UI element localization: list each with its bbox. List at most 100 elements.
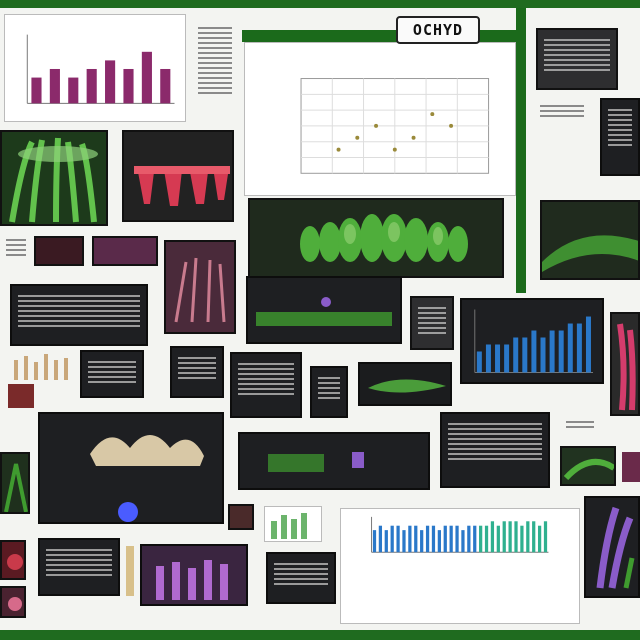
bar xyxy=(449,525,453,553)
bar xyxy=(378,525,383,553)
pink-plant-photo xyxy=(164,240,236,334)
mid-left-text-panel xyxy=(10,284,148,346)
bar xyxy=(531,330,537,373)
bar xyxy=(402,530,406,553)
plant-photo-green xyxy=(0,130,108,226)
bar xyxy=(576,323,582,373)
bar xyxy=(543,521,548,553)
center-left-text-panel xyxy=(170,346,224,398)
point xyxy=(374,123,379,128)
bar xyxy=(455,525,459,553)
bar xyxy=(443,525,447,553)
frame-divider xyxy=(516,8,526,293)
bar xyxy=(105,60,116,104)
top-left-chart-panel xyxy=(4,14,186,122)
right-top-notes xyxy=(534,96,590,126)
right-top-text-panel xyxy=(536,28,618,90)
green-leaf-tile xyxy=(560,446,616,486)
bar xyxy=(384,530,388,553)
bar xyxy=(437,530,441,553)
point xyxy=(355,135,360,140)
bar xyxy=(68,77,79,104)
bar xyxy=(484,525,489,553)
bar xyxy=(425,525,430,553)
bar xyxy=(86,68,97,104)
point xyxy=(411,135,416,140)
bottom-center-text-panel xyxy=(266,552,336,604)
bar xyxy=(461,530,465,553)
right-mid-text-panel xyxy=(600,98,640,176)
bar xyxy=(540,337,546,373)
bar xyxy=(408,525,412,553)
lightbox-panel xyxy=(38,412,224,524)
top-left-notes xyxy=(192,18,238,130)
top-left-bar-chart xyxy=(26,34,175,104)
bar xyxy=(479,525,483,553)
bottom-left-text-panel xyxy=(38,538,120,596)
blue-bar-chart xyxy=(474,309,594,373)
wide-dark-panel xyxy=(238,432,430,490)
bar xyxy=(532,521,536,553)
small-magenta-chip xyxy=(622,452,640,482)
right-text-panel-3 xyxy=(440,412,550,488)
bar xyxy=(495,344,501,373)
bar xyxy=(31,77,42,104)
right-notes-3 xyxy=(560,412,600,436)
bar xyxy=(496,525,500,553)
point xyxy=(336,147,341,152)
point xyxy=(392,147,397,152)
bar xyxy=(567,323,573,373)
point xyxy=(430,112,435,117)
center-text-panel xyxy=(230,352,302,418)
small-red-tile xyxy=(34,236,84,266)
leaf-photo-right xyxy=(540,200,640,280)
bar xyxy=(123,68,134,104)
left-text-panel-2 xyxy=(80,350,144,398)
bar xyxy=(473,525,477,553)
bar xyxy=(585,316,591,373)
leaf-strip xyxy=(358,362,452,406)
blue-bar-panel xyxy=(460,298,604,384)
logo-tag: OCHYD xyxy=(396,16,480,44)
bar xyxy=(549,330,555,373)
bar xyxy=(420,530,424,553)
bottom-tan-strip xyxy=(126,546,134,596)
point xyxy=(449,123,454,128)
bar xyxy=(141,51,152,104)
bar xyxy=(476,351,482,373)
bar xyxy=(396,525,400,553)
bar xyxy=(520,525,524,553)
bar xyxy=(514,521,518,553)
left-notes-1 xyxy=(0,230,32,270)
bar xyxy=(160,68,171,104)
bar xyxy=(502,521,506,553)
green-text-panel xyxy=(246,276,402,344)
bar xyxy=(513,337,519,373)
bar xyxy=(49,68,60,104)
bar xyxy=(431,525,436,553)
left-plant-tile xyxy=(0,452,30,514)
bar xyxy=(537,525,542,553)
bar xyxy=(485,344,491,373)
bottom-left-red-tile xyxy=(0,540,26,580)
bar xyxy=(372,530,377,553)
small-brown-chip xyxy=(228,504,254,530)
mini-chart-tile xyxy=(264,506,322,542)
bar xyxy=(490,521,495,553)
small-red-chip xyxy=(8,384,34,408)
leaf-banner xyxy=(248,198,504,278)
bar xyxy=(414,525,418,553)
teal-bar-chart xyxy=(371,516,549,553)
violet-bar-photo xyxy=(140,544,248,606)
bottom-left-pink-tile xyxy=(0,586,26,618)
center-scatter-panel xyxy=(244,42,516,196)
teal-bar-panel xyxy=(340,508,580,624)
bar xyxy=(522,337,528,373)
mid-small-text-panel xyxy=(410,296,454,350)
violet-flower xyxy=(584,496,640,598)
center-scatter-chart xyxy=(300,78,490,174)
bar-sketch-left xyxy=(10,350,74,380)
bar xyxy=(558,330,564,373)
bar xyxy=(390,525,394,553)
bar xyxy=(467,525,471,553)
